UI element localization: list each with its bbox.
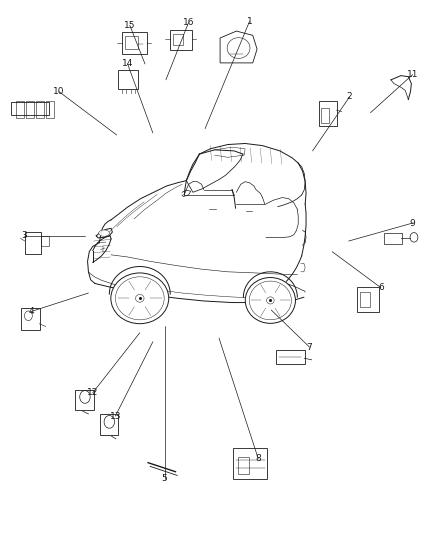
Bar — [170, 30, 191, 50]
Bar — [360, 292, 371, 307]
Text: 1: 1 — [247, 17, 252, 26]
Bar — [117, 70, 138, 89]
Bar — [238, 457, 249, 474]
Ellipse shape — [111, 273, 169, 324]
Bar — [21, 308, 40, 330]
Bar — [319, 101, 336, 126]
Text: 10: 10 — [53, 87, 64, 96]
Text: 6: 6 — [378, 283, 384, 292]
Bar — [42, 236, 49, 246]
Text: 11: 11 — [407, 70, 418, 79]
Bar — [276, 350, 305, 364]
Bar — [26, 101, 34, 118]
Ellipse shape — [99, 230, 110, 236]
Text: 13: 13 — [110, 411, 121, 421]
Bar — [121, 32, 147, 54]
Ellipse shape — [245, 278, 296, 324]
Bar — [25, 232, 42, 254]
Text: 4: 4 — [28, 307, 34, 316]
Bar — [36, 101, 44, 118]
Bar — [357, 287, 379, 312]
Text: 12: 12 — [87, 388, 99, 397]
Bar — [11, 102, 49, 115]
Text: 5: 5 — [162, 474, 167, 483]
Bar — [46, 101, 53, 118]
Bar — [384, 233, 402, 244]
Text: 7: 7 — [307, 343, 312, 352]
Text: 2: 2 — [347, 92, 353, 101]
Text: 16: 16 — [183, 18, 194, 27]
Text: 9: 9 — [410, 219, 416, 228]
Text: 3: 3 — [21, 231, 27, 240]
Bar — [16, 101, 24, 118]
Ellipse shape — [267, 297, 274, 304]
Bar — [125, 36, 138, 49]
Text: 14: 14 — [122, 60, 133, 68]
Ellipse shape — [135, 294, 144, 302]
Text: 8: 8 — [255, 454, 261, 463]
Bar — [75, 390, 94, 410]
Text: 15: 15 — [124, 21, 135, 30]
Bar — [100, 415, 118, 434]
Bar — [173, 34, 183, 45]
Bar — [233, 448, 267, 479]
Bar — [321, 109, 328, 123]
